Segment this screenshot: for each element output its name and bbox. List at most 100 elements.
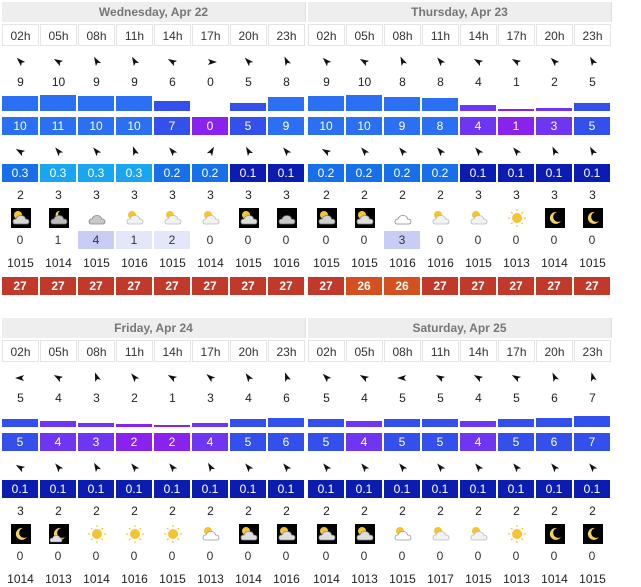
wind-direction-icon <box>574 367 611 389</box>
wind-bar <box>2 419 38 427</box>
wind-direction-icon <box>192 51 229 73</box>
wave-height: 0.1 <box>384 480 420 498</box>
gust-value: 9 <box>93 75 100 89</box>
wind-direction-icon <box>498 51 535 73</box>
pressure: 1016 <box>273 572 300 586</box>
wind-bar <box>384 419 420 427</box>
precipitation: 0 <box>550 233 558 247</box>
hour-label: 11h <box>116 340 153 362</box>
weather-icon <box>422 524 459 544</box>
wind-bar <box>422 98 458 111</box>
wave-height: 0.3 <box>40 164 76 182</box>
precipitation: 0 <box>360 233 368 247</box>
precipitation: 0 <box>550 549 558 563</box>
wave-height: 0.1 <box>40 480 76 498</box>
precipitation: 0 <box>322 233 330 247</box>
pressure: 1014 <box>541 572 568 586</box>
wave-period: 3 <box>55 188 62 202</box>
wind-bar <box>78 423 114 427</box>
precipitation: 0 <box>322 549 330 563</box>
wind-bar <box>40 421 76 427</box>
wave-period: 2 <box>323 188 330 202</box>
wave-period: 3 <box>513 188 520 202</box>
pressure: 1014 <box>45 256 72 270</box>
wind-speed: 5 <box>422 433 458 451</box>
pressure: 1016 <box>389 256 416 270</box>
pressure: 1015 <box>351 256 378 270</box>
weather-icon <box>308 524 345 544</box>
weather-icon <box>346 524 383 544</box>
gust-value: 8 <box>399 75 406 89</box>
wind-direction-icon <box>40 51 77 73</box>
pressure: 1015 <box>389 572 416 586</box>
swell-direction-icon <box>346 141 383 163</box>
precipitation: 0 <box>130 549 138 563</box>
hour-label: 02h <box>2 24 39 46</box>
wind-speed: 6 <box>536 433 572 451</box>
wind-speed: 5 <box>498 433 534 451</box>
wind-bar <box>536 418 572 427</box>
wind-speed: 11 <box>40 117 76 135</box>
wind-bar <box>498 109 534 111</box>
pressure: 1015 <box>159 572 186 586</box>
hour-label: 02h <box>2 340 39 362</box>
gust-value: 8 <box>437 75 444 89</box>
wave-height: 0.2 <box>422 164 458 182</box>
swell-direction-icon <box>536 141 573 163</box>
wind-speed: 4 <box>192 433 228 451</box>
hour-label: 08h <box>78 24 115 46</box>
gust-value: 2 <box>551 75 558 89</box>
wave-height: 0.1 <box>308 480 344 498</box>
wave-height: 0.1 <box>536 164 572 182</box>
wind-direction-icon <box>308 367 345 389</box>
pressure: 1015 <box>579 256 606 270</box>
weather-icon <box>40 208 77 228</box>
hour-label: 08h <box>384 340 421 362</box>
wind-bar <box>40 95 76 111</box>
swell-direction-icon <box>40 457 77 479</box>
wave-height: 0.1 <box>268 164 304 182</box>
wave-period: 2 <box>399 188 406 202</box>
wind-speed: 3 <box>78 433 114 451</box>
precipitation: 0 <box>206 233 214 247</box>
precipitation: 0 <box>244 549 252 563</box>
precipitation: 0 <box>512 549 520 563</box>
wave-period: 3 <box>589 188 596 202</box>
gust-value: 5 <box>17 391 24 405</box>
wave-period: 3 <box>245 188 252 202</box>
wind-speed: 2 <box>116 433 152 451</box>
hour-label: 17h <box>192 340 229 362</box>
precipitation: 2 <box>154 231 190 249</box>
weather-icon <box>192 208 229 228</box>
gust-value: 4 <box>55 391 62 405</box>
gust-value: 5 <box>437 391 444 405</box>
weather-icon <box>154 524 191 544</box>
wave-period: 3 <box>93 188 100 202</box>
wind-direction-icon <box>230 51 267 73</box>
gust-value: 7 <box>589 391 596 405</box>
wave-period: 2 <box>283 504 290 518</box>
temperature: 26 <box>346 277 382 295</box>
precipitation: 0 <box>436 233 444 247</box>
pressure: 1015 <box>313 256 340 270</box>
hour-label: 14h <box>154 24 191 46</box>
temperature: 27 <box>192 277 228 295</box>
precipitation: 1 <box>54 233 62 247</box>
wave-height: 0.1 <box>460 164 496 182</box>
weather-icon <box>268 208 305 228</box>
gust-value: 9 <box>131 75 138 89</box>
day-header: Wednesday, Apr 22 <box>2 2 306 22</box>
wind-speed: 5 <box>2 433 38 451</box>
swell-direction-icon <box>192 141 229 163</box>
wind-speed: 10 <box>2 117 38 135</box>
swell-direction-icon <box>460 141 497 163</box>
pressure: 1016 <box>121 256 148 270</box>
pressure: 1014 <box>83 572 110 586</box>
temperature: 27 <box>574 277 610 295</box>
gust-value: 5 <box>589 75 596 89</box>
swell-direction-icon <box>384 141 421 163</box>
gust-value: 10 <box>357 75 372 89</box>
pressure: 1014 <box>313 572 340 586</box>
pressure: 1016 <box>273 256 300 270</box>
precipitation: 0 <box>206 549 214 563</box>
